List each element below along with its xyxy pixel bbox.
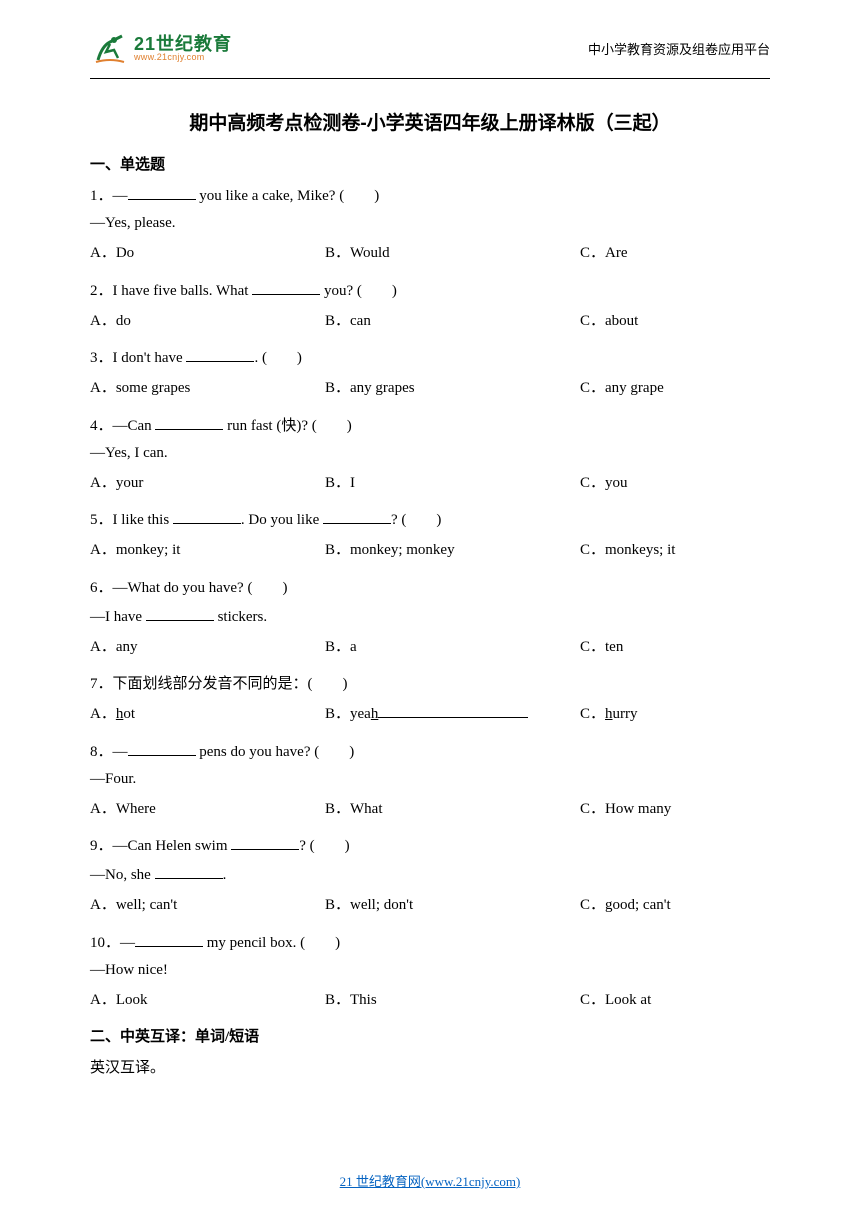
option-b[interactable]: B．I [325,472,580,495]
options-row: A．monkey; itB．monkey; monkeyC．monkeys; i… [90,539,770,562]
logo: 21世纪教育 www.21cnjy.com [90,28,232,68]
question-line: 7．下面划线部分发音不同的是：( ) [90,672,770,693]
option-c[interactable]: C．monkeys; it [580,539,770,562]
options-row: A．hotB．yeahC．hurry [90,703,770,726]
question-line-2: —No, she . [90,865,770,884]
question-line: 2．I have five balls. What you? ( ) [90,279,770,300]
option-b[interactable]: B．a [325,636,580,659]
option-b[interactable]: B．well; don't [325,894,580,917]
options-row: A．doB．canC．about [90,310,770,333]
question-line-2: —Four. [90,771,770,788]
option-a[interactable]: A．some grapes [90,377,325,400]
option-c[interactable]: C．you [580,472,770,495]
question-line: 1．— you like a cake, Mike? ( ) [90,184,770,205]
option-b[interactable]: B．monkey; monkey [325,539,580,562]
options-row: A．yourB．IC．you [90,472,770,495]
question-line-2: —How nice! [90,962,770,979]
option-b[interactable]: B．What [325,798,580,821]
options-row: A．DoB．WouldC．Are [90,242,770,265]
option-a[interactable]: A．well; can't [90,894,325,917]
page-title: 期中高频考点检测卷-小学英语四年级上册译林版（三起） [90,108,770,135]
option-a[interactable]: A．Look [90,989,325,1012]
question-line-2: —Yes, please. [90,215,770,232]
option-b[interactable]: B．This [325,989,580,1012]
question-line: 3．I don't have . ( ) [90,346,770,367]
option-c[interactable]: C．good; can't [580,894,770,917]
option-c[interactable]: C．Are [580,242,770,265]
option-b[interactable]: B．Would [325,242,580,265]
content-area: 期中高频考点检测卷-小学英语四年级上册译林版（三起） 一、单选题 1．— you… [90,108,770,1087]
question-line-2: —Yes, I can. [90,445,770,462]
options-row: A．well; can'tB．well; don'tC．good; can't [90,894,770,917]
option-a[interactable]: A．hot [90,703,325,726]
question-line: 5．I like this . Do you like ? ( ) [90,508,770,529]
questions-container: 1．— you like a cake, Mike? ( ) —Yes, plea… [90,184,770,1011]
option-a[interactable]: A．monkey; it [90,539,325,562]
section-2-header: 二、中英互译：单词/短语 [90,1025,770,1046]
option-c[interactable]: C．Look at [580,989,770,1012]
question-line: 6．—What do you have? ( ) [90,576,770,597]
option-a[interactable]: A．any [90,636,325,659]
option-c[interactable]: C．any grape [580,377,770,400]
logo-text: 21世纪教育 www.21cnjy.com [134,35,232,62]
options-row: A．WhereB．WhatC．How many [90,798,770,821]
logo-en: www.21cnjy.com [134,53,232,62]
logo-icon [90,28,130,68]
option-b[interactable]: B．can [325,310,580,333]
page-footer: 21 世纪教育网(www.21cnjy.com) [0,1171,860,1190]
question-line: 10．— my pencil box. ( ) [90,931,770,952]
option-b[interactable]: B．any grapes [325,377,580,400]
options-row: A．some grapesB．any grapesC．any grape [90,377,770,400]
section-1-header: 一、单选题 [90,153,770,174]
question-line: 9．—Can Helen swim ? ( ) [90,834,770,855]
option-a[interactable]: A．your [90,472,325,495]
footer-link[interactable]: 21 世纪教育网(www.21cnjy.com) [340,1174,521,1189]
header-divider [90,78,770,79]
option-a[interactable]: A．Do [90,242,325,265]
options-row: A．LookB．ThisC．Look at [90,989,770,1012]
question-line: 4．—Can run fast (快)? ( ) [90,414,770,435]
logo-cn: 21世纪教育 [134,35,232,53]
option-c[interactable]: C．about [580,310,770,333]
question-line: 8．— pens do you have? ( ) [90,740,770,761]
question-line-2: —I have stickers. [90,607,770,626]
option-a[interactable]: A．Where [90,798,325,821]
section-2-subtitle: 英汉互译。 [90,1056,770,1077]
page-header: 21世纪教育 www.21cnjy.com 中小学教育资源及组卷应用平台 [90,28,770,68]
option-c[interactable]: C．hurry [580,703,770,726]
option-c[interactable]: C．How many [580,798,770,821]
option-c[interactable]: C．ten [580,636,770,659]
option-a[interactable]: A．do [90,310,325,333]
options-row: A．anyB．aC．ten [90,636,770,659]
header-right-text: 中小学教育资源及组卷应用平台 [588,39,770,58]
option-b[interactable]: B．yeah [325,703,580,726]
